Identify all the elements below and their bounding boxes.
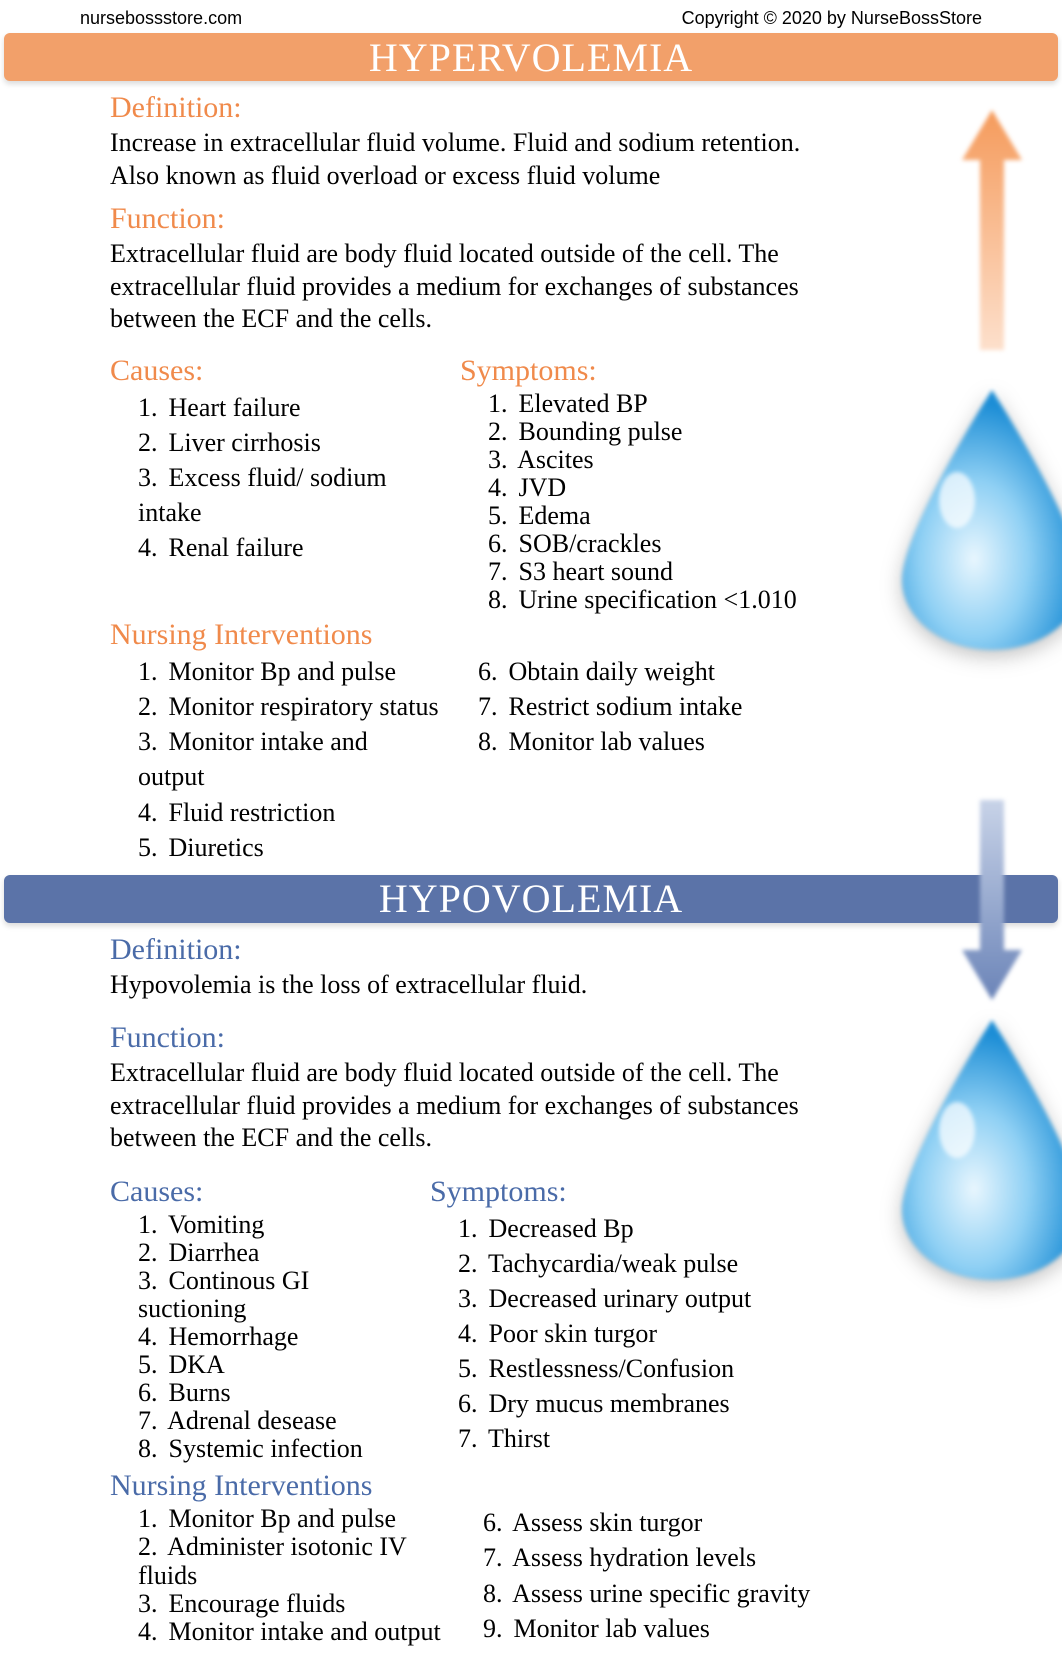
hypo-symptoms-heading: Symptoms: bbox=[430, 1175, 830, 1209]
list-item: 8. Monitor lab values bbox=[478, 724, 810, 759]
hyper-definition-heading: Definition: bbox=[110, 91, 962, 125]
hyper-function-text: Extracellular fluid are body fluid locat… bbox=[110, 238, 830, 336]
site-url: nursebossstore.com bbox=[80, 8, 242, 29]
hypo-function-heading: Function: bbox=[110, 1021, 962, 1055]
hypo-definition-text: Hypovolemia is the loss of extracellular… bbox=[110, 969, 830, 1002]
hyper-symptoms-heading: Symptoms: bbox=[460, 354, 860, 388]
list-item: 1. Decreased Bp bbox=[458, 1211, 830, 1246]
list-item: 2. Liver cirrhosis bbox=[138, 425, 440, 460]
list-item: 5. Diuretics bbox=[138, 830, 440, 865]
list-item: 4. Renal failure bbox=[138, 530, 440, 565]
list-item: 4. Monitor intake and output bbox=[138, 1618, 445, 1646]
hyper-title-bar: HYPERVOLEMIA bbox=[4, 33, 1058, 81]
hypo-section: Definition: Hypovolemia is the loss of e… bbox=[0, 933, 1062, 1656]
list-item: 8. Urine specification <1.010 bbox=[488, 586, 860, 614]
list-item: 4. Hemorrhage bbox=[138, 1323, 410, 1351]
list-item: 1. Vomiting bbox=[138, 1211, 410, 1239]
list-item: 4. JVD bbox=[488, 474, 860, 502]
list-item: 7. Thirst bbox=[458, 1421, 830, 1456]
hypo-interventions-list-a: 1. Monitor Bp and pulse2. Administer iso… bbox=[110, 1505, 445, 1645]
list-item: 6. Assess skin turgor bbox=[483, 1505, 815, 1540]
page-header: nursebossstore.com Copyright © 2020 by N… bbox=[0, 0, 1062, 33]
list-item: 3. Decreased urinary output bbox=[458, 1281, 830, 1316]
list-item: 2. Administer isotonic IV fluids bbox=[138, 1533, 445, 1589]
list-item: 6. Burns bbox=[138, 1379, 410, 1407]
list-item: 1. Monitor Bp and pulse bbox=[138, 1505, 445, 1533]
list-item: 6. SOB/crackles bbox=[488, 530, 860, 558]
list-item: 2. Diarrhea bbox=[138, 1239, 410, 1267]
list-item: 3. Encourage fluids bbox=[138, 1590, 445, 1618]
list-item: 3. Ascites bbox=[488, 446, 860, 474]
list-item: 8. Assess urine specific gravity bbox=[483, 1576, 815, 1611]
list-item: 7. S3 heart sound bbox=[488, 558, 860, 586]
list-item: 2. Monitor respiratory status bbox=[138, 689, 440, 724]
list-item: 3. Monitor intake and output bbox=[138, 724, 440, 794]
hypo-causes-list: 1. Vomiting2. Diarrhea3. Continous GI su… bbox=[110, 1211, 410, 1464]
list-item: 3. Continous GI suctioning bbox=[138, 1267, 410, 1323]
list-item: 9. Monitor lab values bbox=[483, 1611, 815, 1646]
hyper-section: Definition: Increase in extracellular fl… bbox=[0, 91, 1062, 875]
hyper-interventions-list-b: 6. Obtain daily weight7. Restrict sodium… bbox=[450, 654, 810, 759]
list-item: 4. Fluid restriction bbox=[138, 795, 440, 830]
hyper-causes-list: 1. Heart failure2. Liver cirrhosis3. Exc… bbox=[110, 390, 440, 565]
hyper-interventions-list-a: 1. Monitor Bp and pulse2. Monitor respir… bbox=[110, 654, 440, 865]
hyper-definition-text: Increase in extracellular fluid volume. … bbox=[110, 127, 830, 192]
list-item: 6. Obtain daily weight bbox=[478, 654, 810, 689]
list-item: 5. DKA bbox=[138, 1351, 410, 1379]
hypo-title: HYPOVOLEMIA bbox=[379, 875, 683, 922]
hypo-causes-heading: Causes: bbox=[110, 1175, 410, 1209]
hyper-causes-heading: Causes: bbox=[110, 354, 440, 388]
hypo-interventions-heading: Nursing Interventions bbox=[110, 1469, 962, 1503]
list-item: 3. Excess fluid/ sodium intake bbox=[138, 460, 440, 530]
hyper-symptoms-list: 1. Elevated BP2. Bounding pulse3. Ascite… bbox=[460, 390, 860, 615]
hyper-title: HYPERVOLEMIA bbox=[369, 34, 693, 81]
list-item: 1. Heart failure bbox=[138, 390, 440, 425]
list-item: 5. Edema bbox=[488, 502, 860, 530]
list-item: 7. Assess hydration levels bbox=[483, 1540, 815, 1575]
hypo-symptoms-list: 1. Decreased Bp2. Tachycardia/weak pulse… bbox=[430, 1211, 830, 1457]
copyright: Copyright © 2020 by NurseBossStore bbox=[682, 8, 982, 29]
hypo-definition-heading: Definition: bbox=[110, 933, 962, 967]
hyper-function-heading: Function: bbox=[110, 202, 962, 236]
list-item: 5. Restlessness/Confusion bbox=[458, 1351, 830, 1386]
hypo-interventions-list-b: 6. Assess skin turgor7. Assess hydration… bbox=[455, 1505, 815, 1645]
list-item: 2. Tachycardia/weak pulse bbox=[458, 1246, 830, 1281]
list-item: 4. Poor skin turgor bbox=[458, 1316, 830, 1351]
list-item: 1. Elevated BP bbox=[488, 390, 860, 418]
list-item: 1. Monitor Bp and pulse bbox=[138, 654, 440, 689]
list-item: 7. Adrenal desease bbox=[138, 1407, 410, 1435]
hypo-title-bar: HYPOVOLEMIA bbox=[4, 875, 1058, 923]
hypo-function-text: Extracellular fluid are body fluid locat… bbox=[110, 1057, 830, 1155]
list-item: 2. Bounding pulse bbox=[488, 418, 860, 446]
list-item: 6. Dry mucus membranes bbox=[458, 1386, 830, 1421]
hyper-interventions-heading: Nursing Interventions bbox=[110, 618, 962, 652]
list-item: 7. Restrict sodium intake bbox=[478, 689, 810, 724]
list-item: 8. Systemic infection bbox=[138, 1435, 410, 1463]
